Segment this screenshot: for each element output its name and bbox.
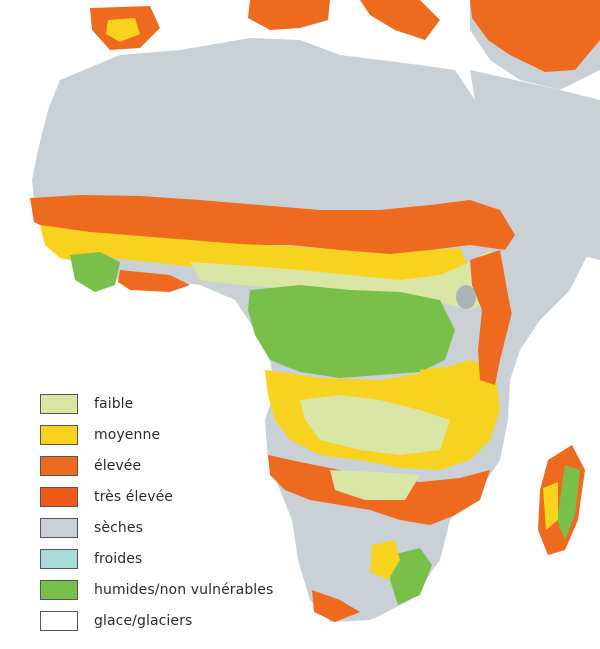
iberia-yellow	[106, 18, 140, 42]
sahel-high-band	[30, 195, 515, 255]
south-africa-humid	[390, 548, 432, 605]
legend-label: sèches	[94, 520, 143, 536]
legend-label: froides	[94, 551, 143, 567]
west-africa-humid	[70, 252, 120, 292]
arabia-landmass	[470, 70, 600, 260]
italy-orange	[360, 0, 440, 40]
legend-item-tres-elevee: très élevée	[40, 485, 173, 509]
legend-swatch	[40, 549, 78, 569]
legend-label: très élevée	[94, 489, 174, 505]
europe-orange-region	[470, 0, 600, 72]
southern-central-low	[300, 395, 450, 455]
legend-swatch	[40, 611, 78, 631]
legend-swatch	[40, 456, 78, 476]
legend-swatch	[40, 518, 78, 538]
legend-item-froides: froides	[40, 547, 142, 571]
central-yellow-blob	[420, 365, 470, 410]
legend-label: faible	[94, 396, 134, 412]
legend-label: élevée	[94, 458, 142, 474]
legend-item-faible: faible	[40, 392, 133, 416]
lake-victoria	[456, 285, 476, 309]
congo-basin-humid	[248, 285, 455, 378]
madagascar-medium	[543, 482, 558, 530]
legend-swatch	[40, 580, 78, 600]
legend-item-elevee: élevée	[40, 454, 141, 478]
legend-swatch	[40, 425, 78, 445]
sahel-medium-band	[40, 225, 470, 285]
legend-label: moyenne	[94, 427, 161, 443]
southern-africa-low	[330, 470, 420, 500]
legend-label: humides/non vulnérables	[94, 582, 274, 598]
legend-item-glace: glace/glaciers	[40, 609, 192, 633]
legend-item-humides: humides/non vulnérables	[40, 578, 273, 602]
mediterranean-north-orange	[248, 0, 330, 30]
legend-item-moyenne: moyenne	[40, 423, 160, 447]
cape-orange	[312, 590, 360, 622]
guinea-coast-orange	[118, 270, 190, 292]
legend-label: glace/glaciers	[94, 613, 193, 629]
legend-item-seches: sèches	[40, 516, 143, 540]
madagascar-humid	[557, 465, 580, 540]
low-vulnerability-belt	[190, 250, 500, 310]
legend-swatch	[40, 394, 78, 414]
legend-swatch	[40, 487, 78, 507]
horn-of-africa-dry	[500, 245, 585, 330]
south-africa-medium	[370, 540, 400, 580]
